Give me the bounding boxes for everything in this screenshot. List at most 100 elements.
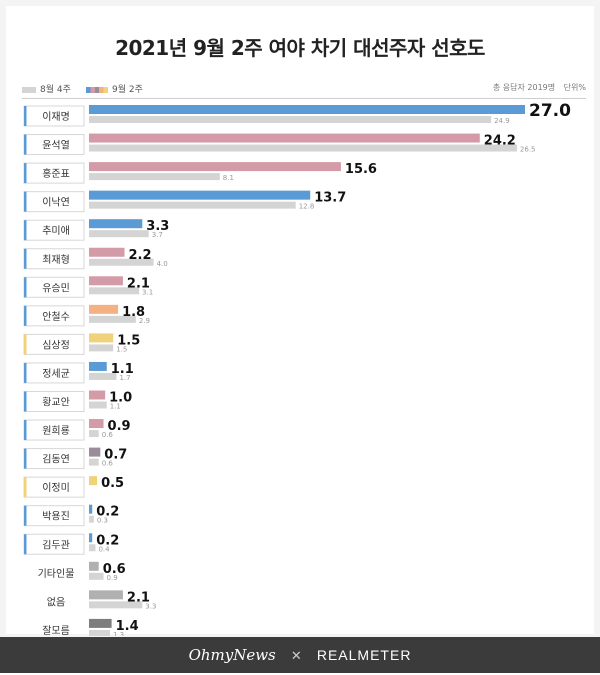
- legend-divider: [22, 98, 586, 99]
- category-label-accent: [24, 163, 27, 184]
- bar-previous: [89, 430, 99, 438]
- category-label: 황교안: [42, 397, 70, 409]
- bar-current: [89, 247, 125, 257]
- legend-previous: 8월 4주: [22, 82, 71, 95]
- bar-current: [89, 276, 123, 286]
- bar-current: [89, 133, 480, 143]
- bar-previous: [89, 572, 104, 580]
- bar-previous-value: 4.0: [157, 260, 168, 268]
- category-label: 심상정: [42, 339, 70, 351]
- bar-previous: [89, 629, 110, 636]
- category-label-accent: [24, 334, 27, 355]
- bar-previous: [89, 515, 94, 523]
- bar-previous-value: 26.5: [520, 146, 536, 154]
- ohmynews-logo: OhmyNews: [188, 646, 276, 664]
- bar-previous-value: 8.1: [223, 174, 234, 182]
- footer-bar: OhmyNews ✕ REALMETER: [0, 637, 600, 673]
- legend-current: 9월 2주: [86, 82, 143, 95]
- category-label-accent: [24, 305, 27, 326]
- bar-current-value: 1.4: [116, 619, 139, 634]
- bar-current-value: 0.5: [101, 476, 124, 491]
- category-label: 이낙연: [42, 197, 70, 209]
- bar-previous-value: 24.9: [494, 117, 510, 125]
- bar-current: [89, 390, 106, 400]
- bar-current: [89, 590, 123, 600]
- bar-previous: [89, 258, 154, 266]
- bar-current: [89, 219, 143, 229]
- bar-current: [89, 190, 311, 200]
- bar-current-value: 1.8: [122, 305, 145, 320]
- bar-previous: [89, 601, 143, 609]
- category-label: 박용진: [42, 511, 70, 523]
- bar-previous: [89, 372, 117, 380]
- bar-current: [89, 361, 107, 371]
- bar-previous-value: 0.6: [102, 460, 114, 468]
- category-label: 이정미: [42, 482, 70, 494]
- bar-current-value: 2.2: [129, 248, 152, 263]
- category-label: 김동연: [42, 454, 70, 466]
- bar-previous: [89, 287, 140, 295]
- bar-current: [89, 447, 101, 457]
- bar-current-value: 1.1: [111, 362, 134, 377]
- bar-current: [89, 533, 93, 543]
- bar-current: [89, 504, 93, 514]
- bar-current-value: 0.7: [104, 448, 127, 463]
- bar-current: [89, 476, 98, 486]
- bar-previous: [89, 116, 492, 123]
- bar-current-value: 13.7: [314, 191, 346, 206]
- bar-previous-value: 3.7: [152, 231, 163, 239]
- chart-meta: 총 응답자 2019명 단위%: [487, 82, 586, 93]
- bar-previous-value: 0.4: [98, 545, 110, 553]
- bar-current: [89, 618, 112, 628]
- legend-previous-label: 8월 4주: [40, 85, 71, 95]
- category-label-accent: [24, 248, 27, 269]
- bar-previous: [89, 401, 107, 409]
- category-label: 최재형: [42, 254, 70, 266]
- category-label-accent: [24, 134, 27, 155]
- bar-previous: [89, 201, 296, 209]
- bar-current: [89, 162, 341, 172]
- legend-current-label: 9월 2주: [112, 85, 143, 95]
- bar-current-value: 2.1: [127, 276, 150, 291]
- bar-previous-value: 1.3: [113, 631, 124, 636]
- unit-label: 단위%: [563, 83, 586, 92]
- bar-previous-value: 3.1: [142, 288, 153, 296]
- bar-previous-value: 1.5: [116, 345, 127, 353]
- bar-previous-value: 0.3: [97, 517, 108, 525]
- category-label: 없음: [47, 595, 65, 608]
- category-label-accent: [24, 277, 27, 298]
- bar-current-value: 0.9: [108, 419, 131, 434]
- category-label: 안철수: [42, 311, 70, 323]
- legend-current-swatch: [86, 86, 108, 93]
- bar-previous: [89, 230, 149, 238]
- category-label-accent: [24, 220, 27, 241]
- bar-current-value: 1.5: [117, 333, 140, 348]
- bar-previous: [89, 315, 136, 323]
- bar-previous-value: 3.3: [145, 602, 156, 610]
- category-label-accent: [24, 448, 27, 469]
- category-label-accent: [24, 420, 27, 441]
- category-label-accent: [24, 534, 27, 555]
- category-label: 이재명: [42, 111, 70, 123]
- category-label: 홍준표: [42, 167, 70, 180]
- bar-current-value: 15.6: [345, 162, 377, 177]
- bar-current: [89, 105, 525, 114]
- bar-current: [89, 333, 114, 343]
- chart-title: 2021년 9월 2주 여야 차기 대선주자 선호도: [115, 36, 485, 60]
- category-label-accent: [24, 505, 27, 526]
- bar-previous-value: 1.7: [119, 374, 130, 382]
- bar-current-value: 3.3: [146, 219, 169, 234]
- legend-previous-swatch: [22, 86, 36, 93]
- realmeter-logo: REALMETER: [316, 647, 412, 663]
- bar-previous-value: 12.8: [299, 203, 315, 211]
- bar-current-value: 0.6: [103, 562, 126, 577]
- category-label: 원희룡: [42, 425, 70, 437]
- category-label: 기타인물: [38, 568, 75, 580]
- bar-previous-value: 2.9: [139, 317, 150, 325]
- category-label: 정세균: [42, 368, 70, 380]
- category-label: 유승민: [42, 282, 70, 294]
- category-label-accent: [24, 191, 27, 212]
- bar-previous-value: 0.6: [102, 431, 114, 439]
- bar-current-value: 27.0: [529, 101, 571, 121]
